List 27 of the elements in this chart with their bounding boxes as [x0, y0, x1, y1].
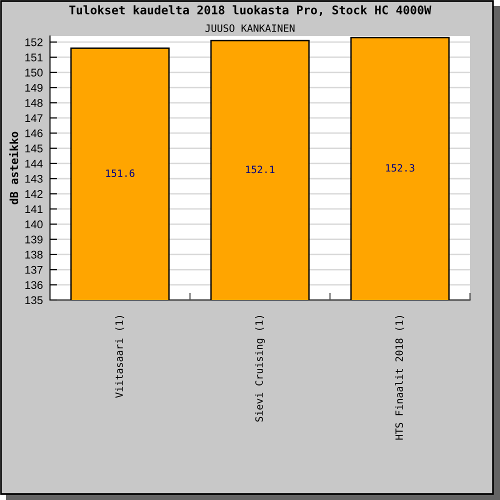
y-tick-label: 150 — [25, 68, 43, 77]
chart-subtitle: JUUSO KANKAINEN — [205, 24, 294, 32]
x-tick-label: Viitasaari (1) — [115, 316, 124, 398]
y-tick-label: 152 — [25, 38, 42, 46]
y-tick-label: 151 — [25, 54, 43, 62]
y-tick-label: 145 — [25, 144, 43, 152]
y-tick-label: 141 — [25, 205, 43, 213]
y-tick-label: 136 — [25, 281, 43, 289]
y-axis-title: dB asteikko — [9, 132, 18, 204]
y-tick-label: 142 — [25, 190, 42, 198]
data-label: 152.1 — [246, 166, 274, 174]
y-tick-label: 144 — [25, 160, 43, 168]
y-tick-label: 140 — [25, 220, 43, 228]
data-label: 152.3 — [386, 164, 414, 172]
y-tick-label: 149 — [25, 84, 43, 92]
x-tick-label: HTS Finaalit 2018 (1) — [395, 316, 404, 440]
y-tick-label: 148 — [25, 99, 43, 107]
y-tick-label: 147 — [25, 114, 42, 122]
y-tick-label: 146 — [25, 129, 43, 138]
y-tick-label: 135 — [25, 296, 43, 304]
chart-title: Tulokset kaudelta 2018 luokasta Pro, Stock HC 4000W — [69, 5, 432, 16]
y-tick-label: 137 — [25, 266, 42, 274]
y-tick-label: 143 — [25, 174, 43, 183]
y-tick-label: 138 — [25, 250, 43, 259]
y-tick-label: 139 — [25, 236, 43, 244]
x-tick-label: Sievi Cruising (1) — [255, 316, 265, 422]
data-label: 151.6 — [106, 169, 134, 177]
